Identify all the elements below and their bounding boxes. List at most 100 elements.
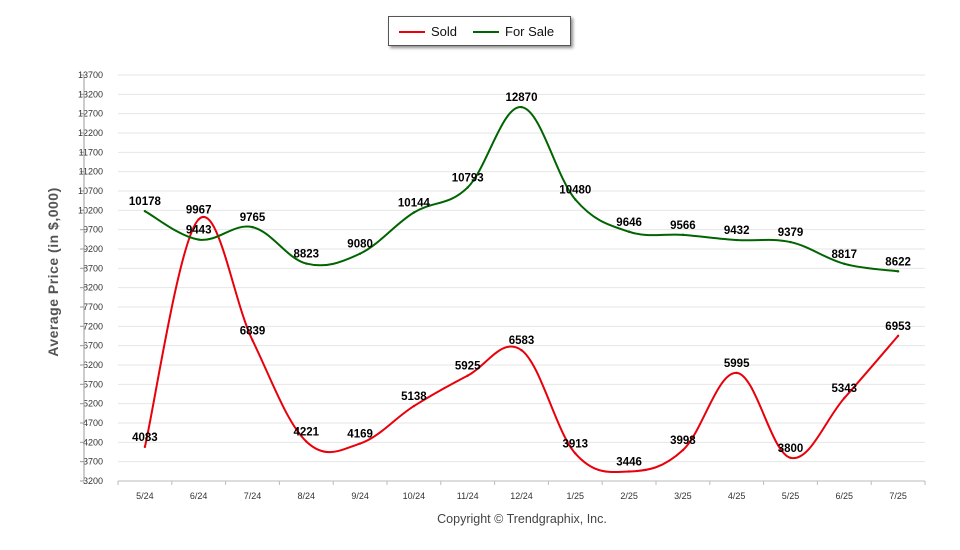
legend-item-for-sale: For Sale <box>473 24 554 39</box>
data-point-sold <box>197 218 200 221</box>
data-label-sold: 3998 <box>670 435 696 447</box>
y-tick-label: 9200 <box>83 244 103 254</box>
data-point-sold <box>466 374 469 377</box>
data-point-for-sale <box>627 230 631 233</box>
x-tick-label: 5/25 <box>782 491 800 501</box>
data-label-sold: 3913 <box>563 438 589 450</box>
y-tick-label: 5700 <box>83 379 103 389</box>
data-point-for-sale <box>305 262 308 265</box>
legend-swatch-sold <box>399 30 425 33</box>
y-tick-label: 7700 <box>83 302 103 312</box>
legend-label-for-sale: For Sale <box>505 24 555 39</box>
data-point-for-sale <box>896 270 900 273</box>
y-tick-label: 10200 <box>78 205 103 215</box>
data-point-for-sale <box>735 238 738 242</box>
y-tick-label: 11700 <box>79 147 103 157</box>
data-label-sold: 5925 <box>455 361 481 373</box>
legend-swatch-for-sale <box>473 30 499 33</box>
data-point-sold <box>681 448 685 452</box>
data-point-sold <box>251 339 254 342</box>
data-point-for-sale <box>251 225 254 229</box>
data-point-for-sale <box>358 252 362 255</box>
x-tick-label: 6/24 <box>190 491 208 501</box>
data-label-sold: 5343 <box>832 383 858 395</box>
data-label-for-sale: 10793 <box>452 172 484 184</box>
y-tick-label: 13700 <box>78 70 103 80</box>
data-label-for-sale: 8823 <box>294 249 320 261</box>
data-point-for-sale <box>466 186 469 189</box>
data-label-sold: 5138 <box>401 391 427 403</box>
data-label-sold: 4169 <box>347 429 373 441</box>
y-tick-label: 10700 <box>78 186 103 196</box>
x-tick-label: 2/25 <box>620 491 638 501</box>
y-tick-label: 9700 <box>83 225 103 235</box>
data-point-for-sale <box>412 211 416 214</box>
data-point-sold <box>627 470 631 473</box>
y-tick-label: 7200 <box>83 321 103 331</box>
data-point-sold <box>574 452 577 455</box>
data-point-for-sale <box>843 262 846 266</box>
y-tick-label: 4200 <box>83 437 103 447</box>
y-tick-label: 4700 <box>83 418 103 428</box>
x-tick-label: 10/24 <box>403 491 426 501</box>
y-tick-label: 13200 <box>78 89 103 99</box>
y-tick-label: 8700 <box>83 263 103 273</box>
y-tick-label: 5200 <box>83 399 103 409</box>
data-label-for-sale: 9646 <box>616 217 642 229</box>
data-point-sold <box>896 334 900 338</box>
data-label-sold: 4083 <box>132 432 158 444</box>
data-point-sold <box>735 371 738 375</box>
y-axis-title: Average Price (in $,000) <box>45 187 61 357</box>
data-point-for-sale <box>681 233 685 237</box>
data-label-sold: 3800 <box>778 443 804 455</box>
data-label-sold: 6953 <box>885 321 911 333</box>
data-point-sold <box>520 348 523 352</box>
data-point-for-sale <box>143 209 147 213</box>
legend-label-sold: Sold <box>431 24 458 39</box>
data-label-sold: 3446 <box>616 456 642 468</box>
data-label-sold: 9967 <box>186 204 212 216</box>
data-label-for-sale: 9080 <box>347 239 373 251</box>
x-tick-label: 11/24 <box>457 491 479 501</box>
y-tick-label: 3700 <box>83 457 103 467</box>
data-label-for-sale: 8622 <box>885 256 911 268</box>
data-point-sold <box>843 396 846 400</box>
x-tick-label: 4/25 <box>728 491 746 501</box>
x-tick-label: 8/24 <box>298 491 316 501</box>
data-label-sold: 5995 <box>724 358 750 370</box>
y-tick-label: 3200 <box>83 476 103 486</box>
x-tick-label: 7/25 <box>889 491 907 501</box>
data-label-for-sale: 9432 <box>724 225 750 237</box>
series-line-for-sale <box>144 106 899 273</box>
x-tick-label: 5/24 <box>136 491 154 501</box>
copyright-text: Copyright © Trendgraphix, Inc. <box>437 512 607 526</box>
x-tick-label: 12/24 <box>510 491 533 501</box>
series-line-sold <box>143 215 899 473</box>
x-tick-label: 9/24 <box>351 491 369 501</box>
data-label-for-sale: 12870 <box>506 92 538 104</box>
data-label-sold: 6583 <box>509 335 535 347</box>
y-tick-label: 6200 <box>83 360 103 370</box>
x-tick-label: 7/24 <box>244 491 262 501</box>
y-tick-label: 12200 <box>78 128 103 138</box>
data-label-for-sale: 10144 <box>398 197 431 209</box>
data-label-for-sale: 10480 <box>559 185 591 197</box>
data-label-for-sale: 9443 <box>186 225 212 237</box>
data-point-sold <box>143 445 147 449</box>
data-point-sold <box>789 456 792 459</box>
y-tick-label: 11200 <box>79 167 103 177</box>
legend-item-sold: Sold <box>399 24 457 39</box>
data-label-for-sale: 10178 <box>129 196 162 208</box>
legend: Sold For Sale <box>388 16 571 46</box>
data-point-for-sale <box>789 240 792 244</box>
data-label-for-sale: 9566 <box>670 220 696 232</box>
data-label-for-sale: 9765 <box>240 212 266 224</box>
data-point-for-sale <box>197 238 200 241</box>
y-tick-label: 6700 <box>83 341 103 351</box>
data-point-sold <box>412 404 416 408</box>
data-label-sold: 6839 <box>240 325 266 337</box>
data-label-sold: 4221 <box>294 427 320 439</box>
data-point-for-sale <box>520 105 523 109</box>
y-tick-label: 8200 <box>83 283 103 293</box>
